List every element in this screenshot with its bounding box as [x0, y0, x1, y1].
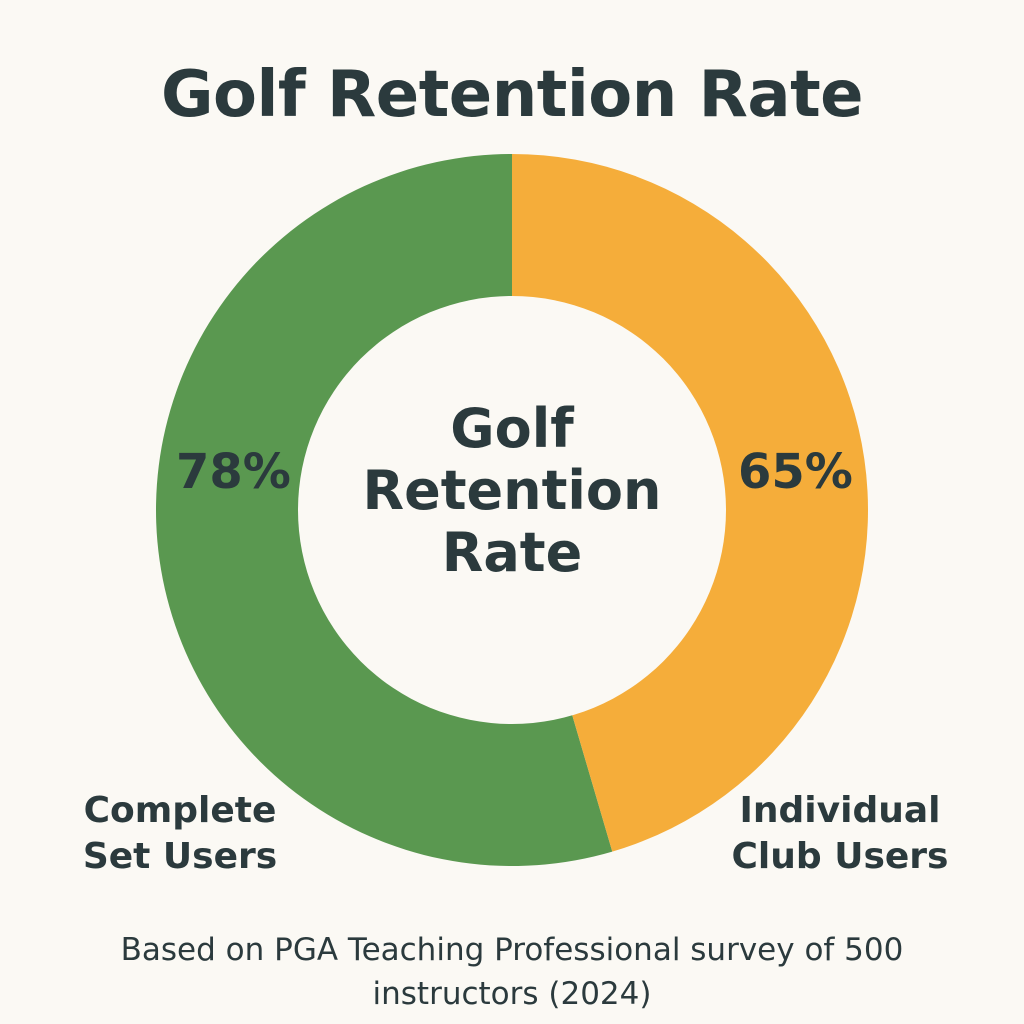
value-label-complete-set: 78% — [176, 444, 291, 500]
category-label-line: Set Users — [82, 836, 278, 877]
category-label-line: Individual — [739, 790, 941, 831]
source-note-line-1: Based on PGA Teaching Professional surve… — [120, 932, 904, 968]
center-line-3: Rate — [441, 521, 583, 584]
center-line-1: Golf — [450, 397, 574, 460]
source-note: Based on PGA Teaching Professional surve… — [0, 928, 1024, 1016]
category-label-line: Complete — [83, 790, 277, 831]
category-label-line: Club Users — [731, 836, 949, 877]
chart-title: Golf Retention Rate — [160, 58, 864, 132]
category-label-individual-club: Individual Club Users — [720, 788, 960, 880]
source-note-line-2: instructors (2024) — [372, 976, 652, 1012]
category-label-complete-set: Complete Set Users — [70, 788, 290, 880]
value-label-individual-club: 65% — [738, 444, 853, 500]
center-line-2: Retention — [362, 459, 662, 522]
donut-hole — [298, 296, 726, 724]
donut-center-label: Golf Retention Rate — [362, 398, 662, 584]
